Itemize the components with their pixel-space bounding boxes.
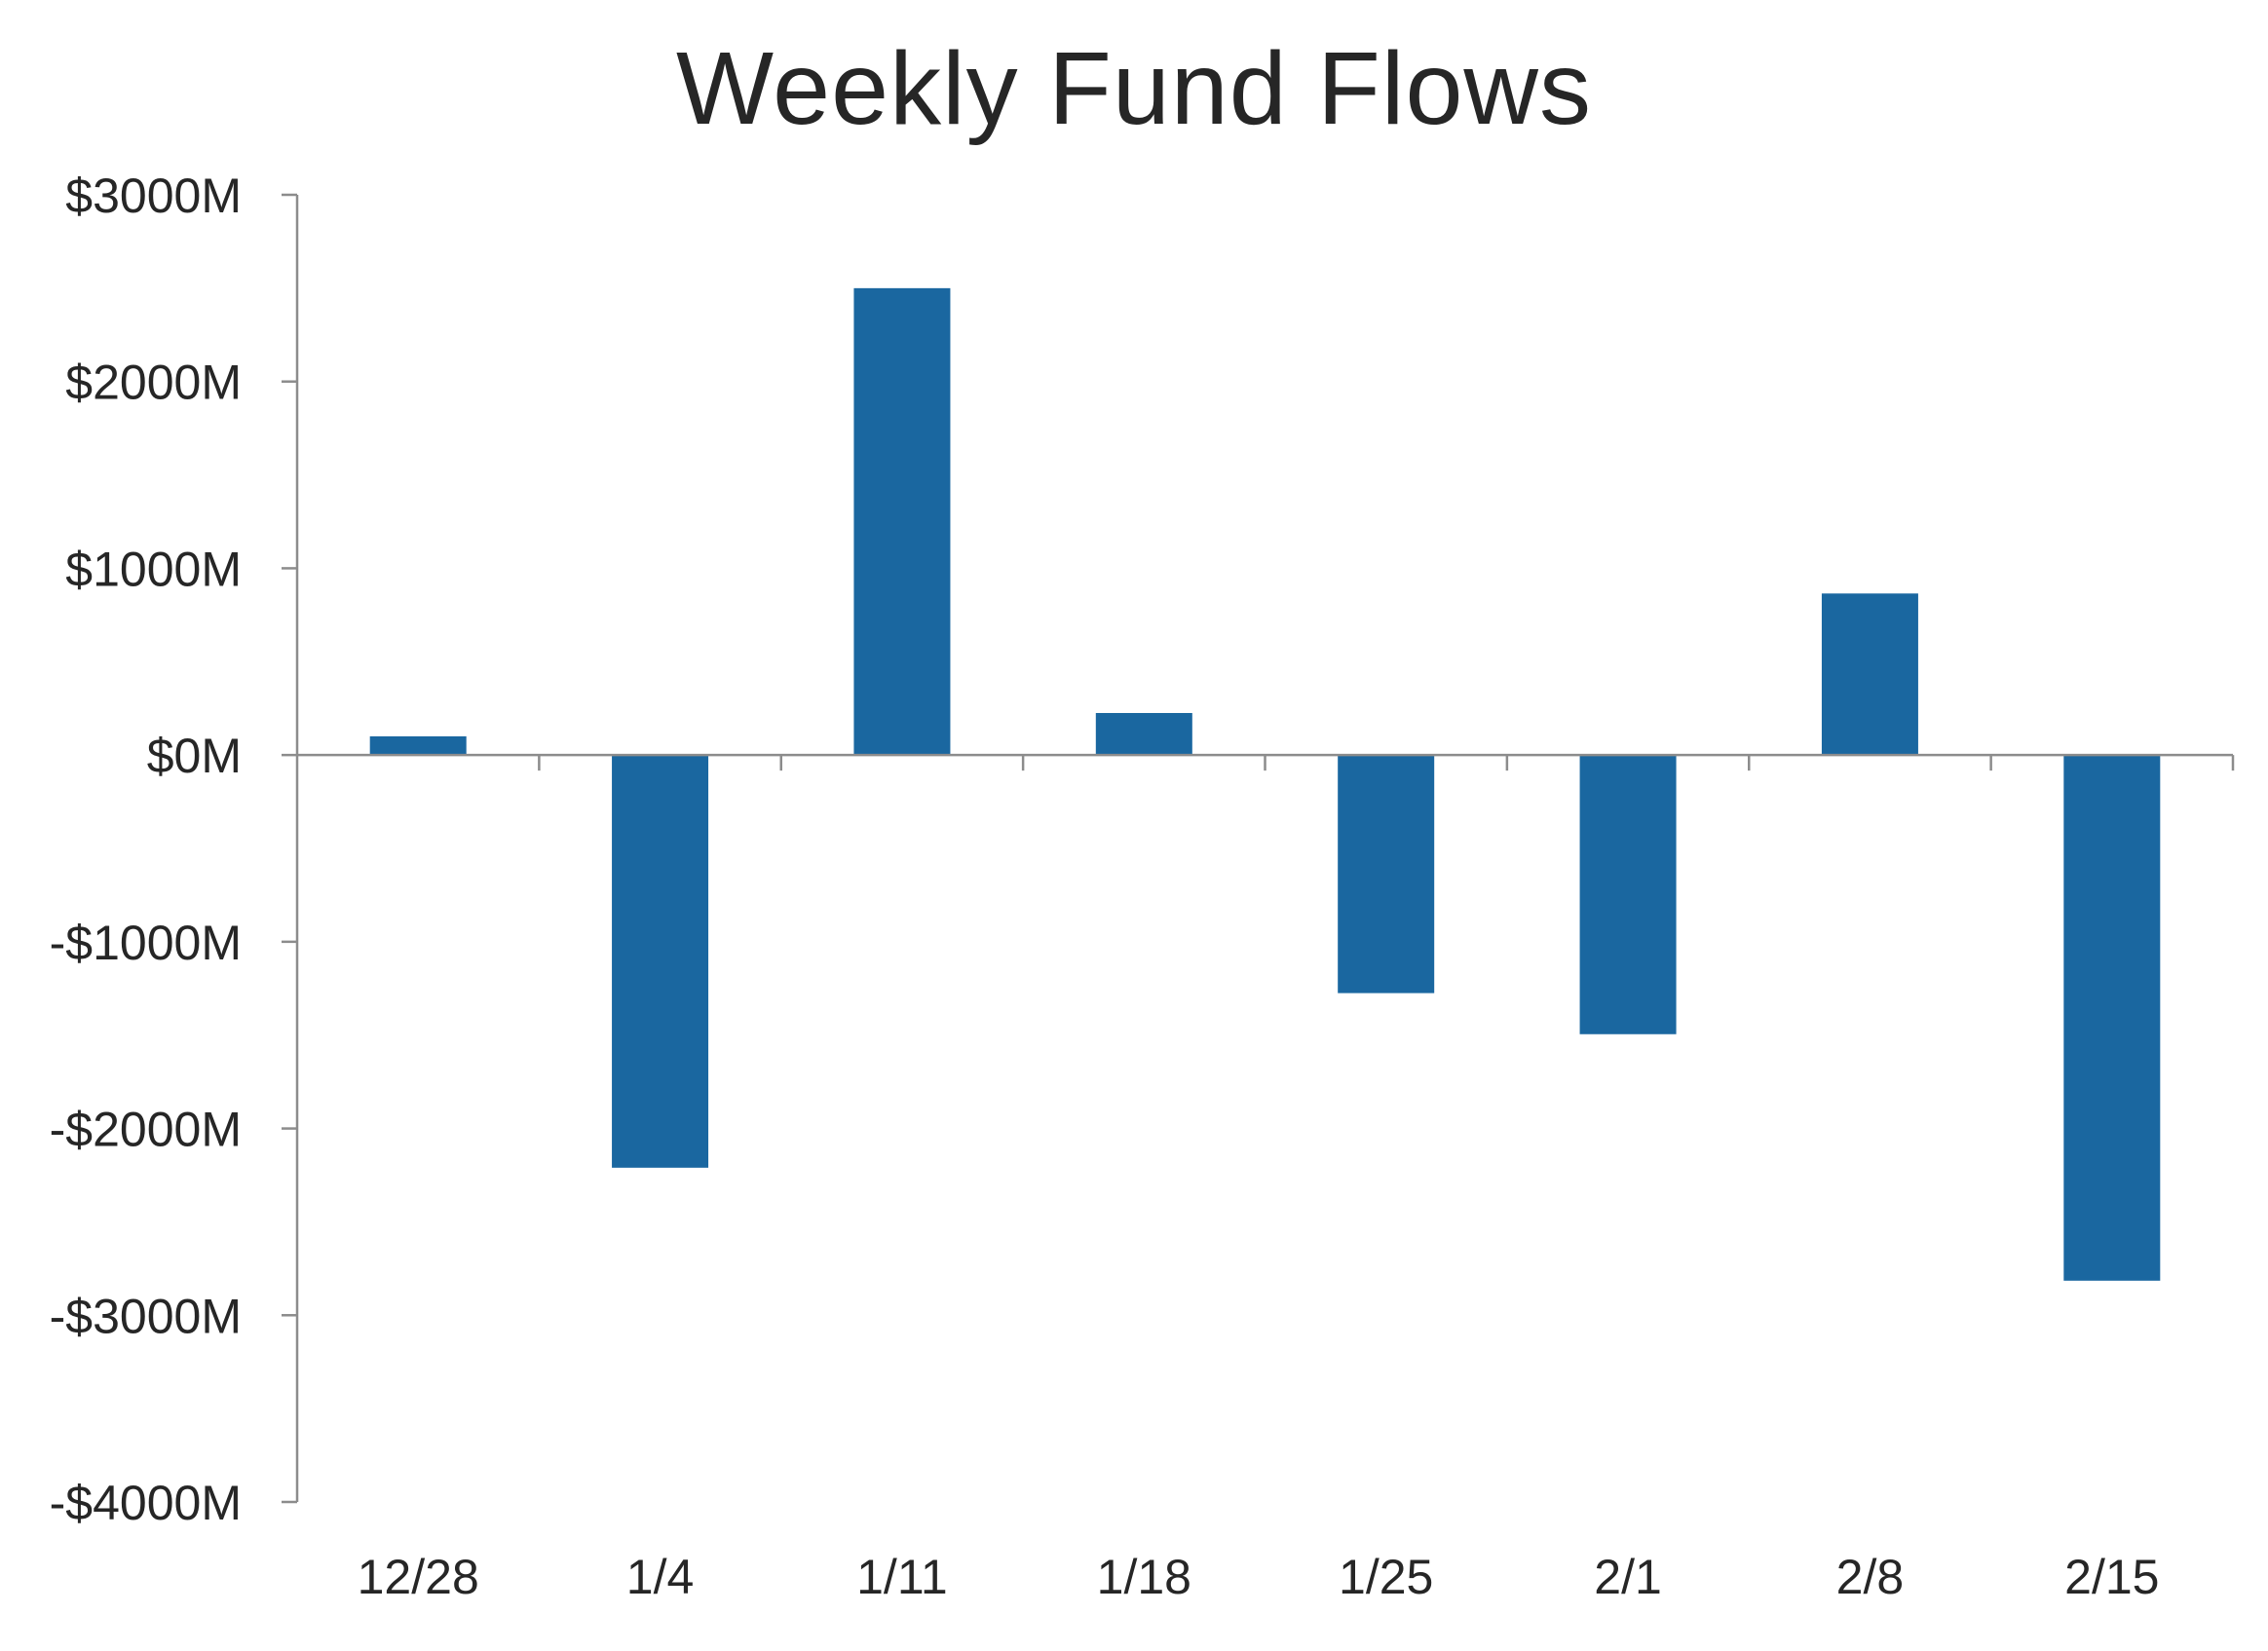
x-tick-label: 2/8 bbox=[1836, 1550, 1905, 1604]
y-tick-label: $2000M bbox=[65, 356, 242, 410]
y-tick-label: $3000M bbox=[65, 169, 242, 223]
x-tick-label: 2/1 bbox=[1594, 1550, 1662, 1604]
chart-title: Weekly Fund Flows bbox=[676, 31, 1592, 146]
x-axis: 12/28 1/4 1/11 1/18 1/25 2/1 2/8 2/15 bbox=[297, 753, 2235, 1604]
bar-1-11 bbox=[853, 287, 951, 756]
y-tick-label: -$3000M bbox=[50, 1289, 242, 1343]
bar-1-25 bbox=[1338, 755, 1435, 994]
bar-2-1 bbox=[1579, 755, 1677, 1034]
y-tick-label: -$4000M bbox=[50, 1476, 242, 1530]
x-tick-label: 1/4 bbox=[626, 1550, 695, 1604]
y-tick-label: $0M bbox=[147, 729, 242, 783]
bar-1-18 bbox=[1095, 713, 1192, 756]
y-tick-label: -$1000M bbox=[50, 916, 242, 970]
x-tick-label: 1/11 bbox=[856, 1550, 948, 1604]
x-tick-label: 1/18 bbox=[1097, 1550, 1191, 1604]
y-tick-label: -$2000M bbox=[50, 1103, 242, 1157]
x-tick-label: 12/28 bbox=[358, 1550, 479, 1604]
bar-2-8 bbox=[1821, 593, 1918, 756]
bars bbox=[369, 287, 2161, 1281]
y-axis: $3000M $2000M $1000M $0M -$1000M -$2000M -$300… bbox=[50, 169, 299, 1530]
bar-1-4 bbox=[612, 755, 709, 1168]
y-tick-label: $1000M bbox=[65, 542, 242, 596]
bar-12-28 bbox=[369, 735, 467, 756]
bar-2-15 bbox=[2063, 755, 2161, 1281]
x-tick-label: 1/25 bbox=[1339, 1550, 1433, 1604]
x-tick-label: 2/15 bbox=[2064, 1550, 2159, 1604]
